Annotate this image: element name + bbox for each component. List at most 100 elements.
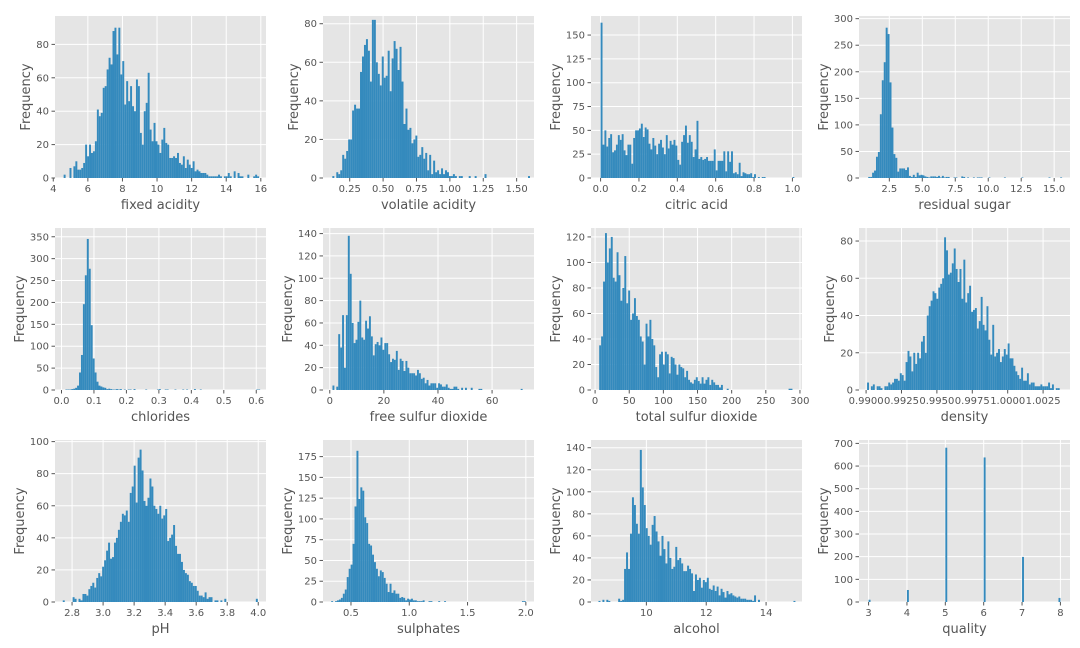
- x-tick-label: 3.6: [188, 608, 204, 619]
- histogram-bar: [110, 64, 113, 178]
- x-tick-label: 0.2: [631, 184, 647, 195]
- histogram-bar: [437, 170, 440, 178]
- histogram-bar: [82, 593, 85, 602]
- histogram-bar: [389, 91, 392, 178]
- histogram-bar: [1050, 388, 1052, 390]
- histogram-bar: [411, 143, 414, 178]
- y-tick-label: 50: [36, 364, 49, 375]
- histogram-bar: [994, 356, 997, 390]
- histogram-bar: [135, 79, 138, 178]
- histogram-bar: [713, 382, 716, 390]
- histogram-bar: [1058, 597, 1061, 602]
- histogram-bar: [946, 250, 948, 390]
- histogram-bar: [373, 19, 376, 178]
- histogram-bar: [1034, 386, 1037, 390]
- histogram-bar: [637, 319, 640, 390]
- histogram-bar: [622, 287, 625, 390]
- histogram-bar: [703, 383, 706, 390]
- histogram-bar: [963, 259, 966, 390]
- histogram-bar: [663, 154, 666, 178]
- histogram-bar: [418, 373, 421, 390]
- histogram-bar: [98, 385, 101, 390]
- y-tick-label: 25: [572, 150, 585, 161]
- histogram-bar: [1022, 556, 1024, 602]
- histogram-bar: [683, 135, 685, 178]
- histogram-bar: [116, 389, 118, 390]
- x-tick-label: 2.0: [518, 608, 534, 619]
- histogram-bar: [169, 157, 172, 178]
- x-tick-label: 50: [623, 396, 636, 407]
- histogram-bar: [96, 381, 99, 390]
- histogram-bar: [1060, 177, 1063, 178]
- histogram-bar: [899, 373, 902, 390]
- histogram-bar: [1044, 386, 1047, 390]
- histogram-bar: [659, 555, 662, 602]
- histogram-bar: [721, 160, 724, 178]
- histogram-bar: [343, 367, 346, 390]
- histogram-bar: [906, 589, 909, 602]
- histogram-bar: [677, 560, 680, 602]
- histogram-bar: [704, 582, 707, 602]
- histogram-bar: [612, 277, 615, 390]
- histogram-bar: [623, 150, 626, 178]
- histogram-bar: [155, 141, 158, 178]
- histogram-bar: [876, 386, 879, 390]
- histogram-bar: [356, 108, 359, 178]
- x-axis-label: volatile acidity: [381, 198, 476, 213]
- y-tick-label: 250: [834, 41, 853, 52]
- histogram-bar: [202, 597, 205, 602]
- x-axis-label: free sulfur dioxide: [370, 410, 488, 425]
- histogram-bar: [354, 506, 357, 602]
- x-tick-label: 0.9950: [919, 396, 954, 407]
- y-tick-label: 0: [579, 386, 585, 397]
- x-tick-label: 14: [760, 608, 773, 619]
- histogram-bar: [82, 304, 85, 390]
- histogram-bar: [372, 554, 374, 602]
- histogram-bar: [715, 170, 718, 178]
- histogram-bar: [647, 336, 650, 390]
- histogram-bar: [967, 293, 970, 390]
- histogram-bar: [673, 139, 676, 178]
- x-tick-label: 0.50: [372, 184, 394, 195]
- histogram-bar: [930, 300, 933, 390]
- histogram-bar: [955, 268, 958, 390]
- histogram-bar: [239, 176, 242, 178]
- histogram-bar: [128, 101, 131, 178]
- histogram-bar: [953, 177, 956, 178]
- histogram-bar: [947, 176, 950, 178]
- histogram-bar: [641, 341, 644, 390]
- histogram-bar: [695, 377, 698, 390]
- histogram-bar: [352, 543, 355, 602]
- y-tick-label: 0: [847, 386, 853, 397]
- histogram-bar: [908, 175, 911, 178]
- histogram-bar: [392, 358, 394, 390]
- histogram-bar: [945, 176, 948, 178]
- histogram-bar: [415, 135, 418, 178]
- histogram-bar: [89, 144, 91, 178]
- histogram-bar: [734, 596, 737, 602]
- histogram-bar: [643, 505, 646, 602]
- histogram-bar: [135, 502, 138, 602]
- histogram-bar: [253, 176, 256, 178]
- histogram-bar: [732, 595, 735, 602]
- histogram-bar: [892, 382, 895, 390]
- histogram-bar: [700, 587, 703, 602]
- histogram-bar: [163, 127, 166, 178]
- histogram-bar: [353, 343, 356, 390]
- histogram-bar: [603, 281, 605, 390]
- histogram-bar: [80, 600, 83, 602]
- histogram-bar: [233, 171, 236, 178]
- histogram-bar: [744, 598, 747, 602]
- histogram-bar: [332, 176, 335, 178]
- histogram-bar: [726, 590, 729, 602]
- histogram-bar: [193, 389, 196, 390]
- histogram-bar: [399, 597, 402, 602]
- y-tick-label: 80: [572, 283, 585, 294]
- y-tick-label: 40: [572, 553, 585, 564]
- histogram-bar: [474, 176, 477, 178]
- x-tick-label: 0.75: [405, 184, 427, 195]
- histogram-bar: [428, 385, 431, 390]
- histogram-bar: [184, 573, 187, 602]
- histogram-bar: [924, 176, 927, 178]
- histogram-bar: [190, 167, 193, 178]
